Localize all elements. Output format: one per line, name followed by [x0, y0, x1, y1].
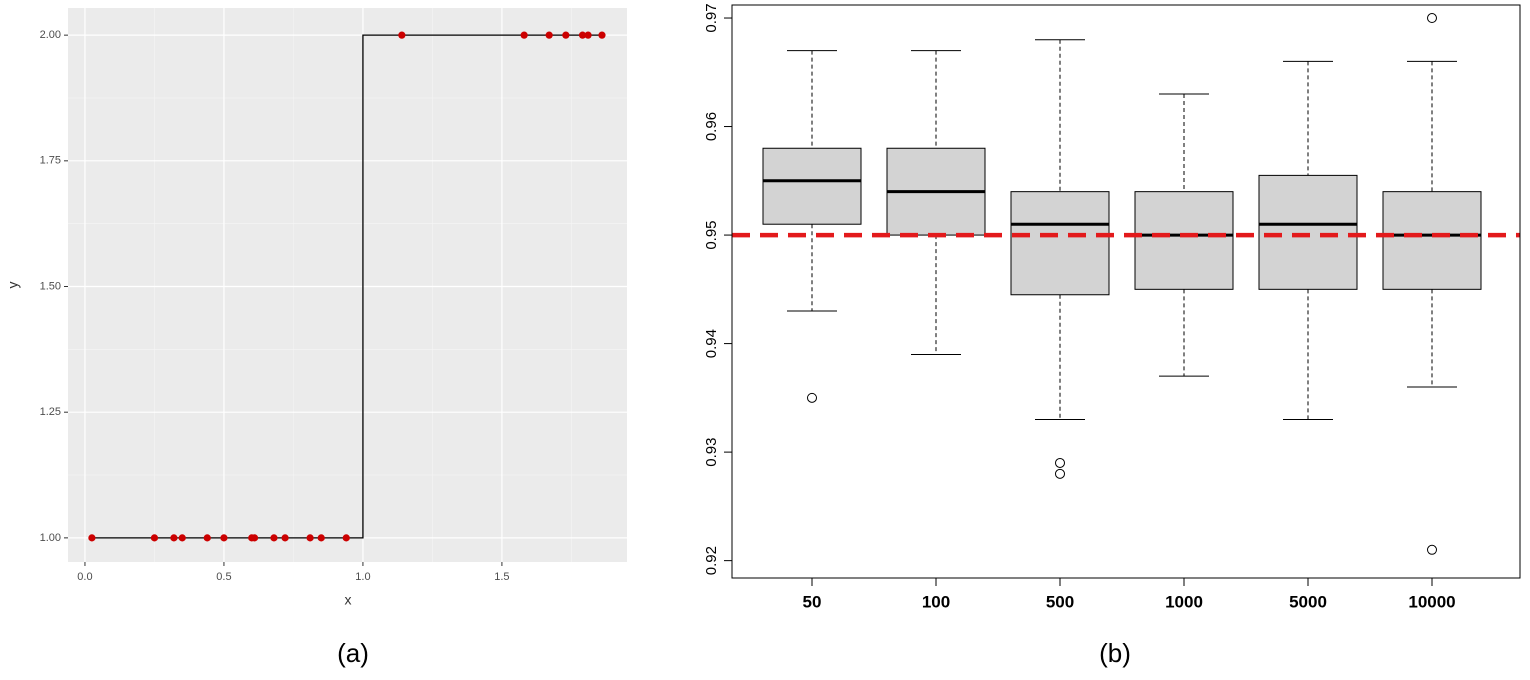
y-tick-label: 1.25	[40, 406, 61, 418]
outlier	[1427, 544, 1437, 555]
outlier	[1427, 13, 1437, 24]
x-tick-label: 500	[1046, 592, 1074, 611]
box	[1010, 191, 1110, 296]
point	[88, 534, 96, 542]
box	[1258, 174, 1358, 290]
point	[317, 534, 325, 542]
panel	[68, 8, 627, 562]
caption: (b)	[1099, 638, 1131, 668]
x-tick-label: 1000	[1165, 592, 1203, 611]
outlier	[807, 392, 817, 403]
point	[178, 534, 186, 542]
point	[562, 31, 570, 39]
y-tick-label: 0.94	[703, 329, 720, 358]
point	[598, 31, 606, 39]
point	[342, 534, 350, 542]
y-tick-label: 0.93	[703, 438, 720, 467]
outlier	[1055, 457, 1065, 468]
point	[203, 534, 211, 542]
point	[398, 31, 406, 39]
point	[520, 31, 528, 39]
plot-frame	[731, 4, 1521, 579]
y-tick-label: 0.97	[703, 3, 720, 32]
x-tick-label: 50	[803, 592, 822, 611]
point	[584, 31, 592, 39]
point	[250, 534, 259, 542]
x-tick-label: 10000	[1408, 592, 1455, 611]
box	[762, 147, 862, 225]
point	[270, 534, 278, 542]
point	[578, 31, 587, 39]
y-tick-label: 1.00	[40, 532, 61, 544]
x-tick-label: 1.5	[494, 571, 509, 583]
point	[150, 534, 159, 542]
y-tick-label: 0.92	[703, 546, 720, 575]
x-axis-title: x	[345, 592, 352, 608]
y-tick-label: 2.00	[40, 29, 61, 41]
box	[1134, 191, 1234, 290]
x-tick-label: 1.0	[355, 571, 370, 583]
x-tick-label: 100	[922, 592, 950, 611]
x-tick-label: 0.5	[216, 571, 231, 583]
point	[281, 534, 289, 542]
point	[220, 534, 228, 542]
point	[170, 534, 178, 542]
point	[545, 31, 553, 39]
y-tick-label: 1.75	[40, 155, 61, 167]
x-tick-label: 5000	[1289, 592, 1327, 611]
caption: (a)	[337, 638, 369, 668]
point	[306, 534, 314, 542]
y-axis-title: y	[5, 282, 21, 289]
outlier	[1055, 468, 1065, 479]
x-tick-label: 0.0	[77, 571, 92, 583]
y-tick-label: 1.50	[40, 280, 61, 292]
y-tick-label: 0.96	[703, 112, 720, 141]
box	[1382, 191, 1482, 290]
y-tick-label: 0.95	[703, 220, 720, 249]
